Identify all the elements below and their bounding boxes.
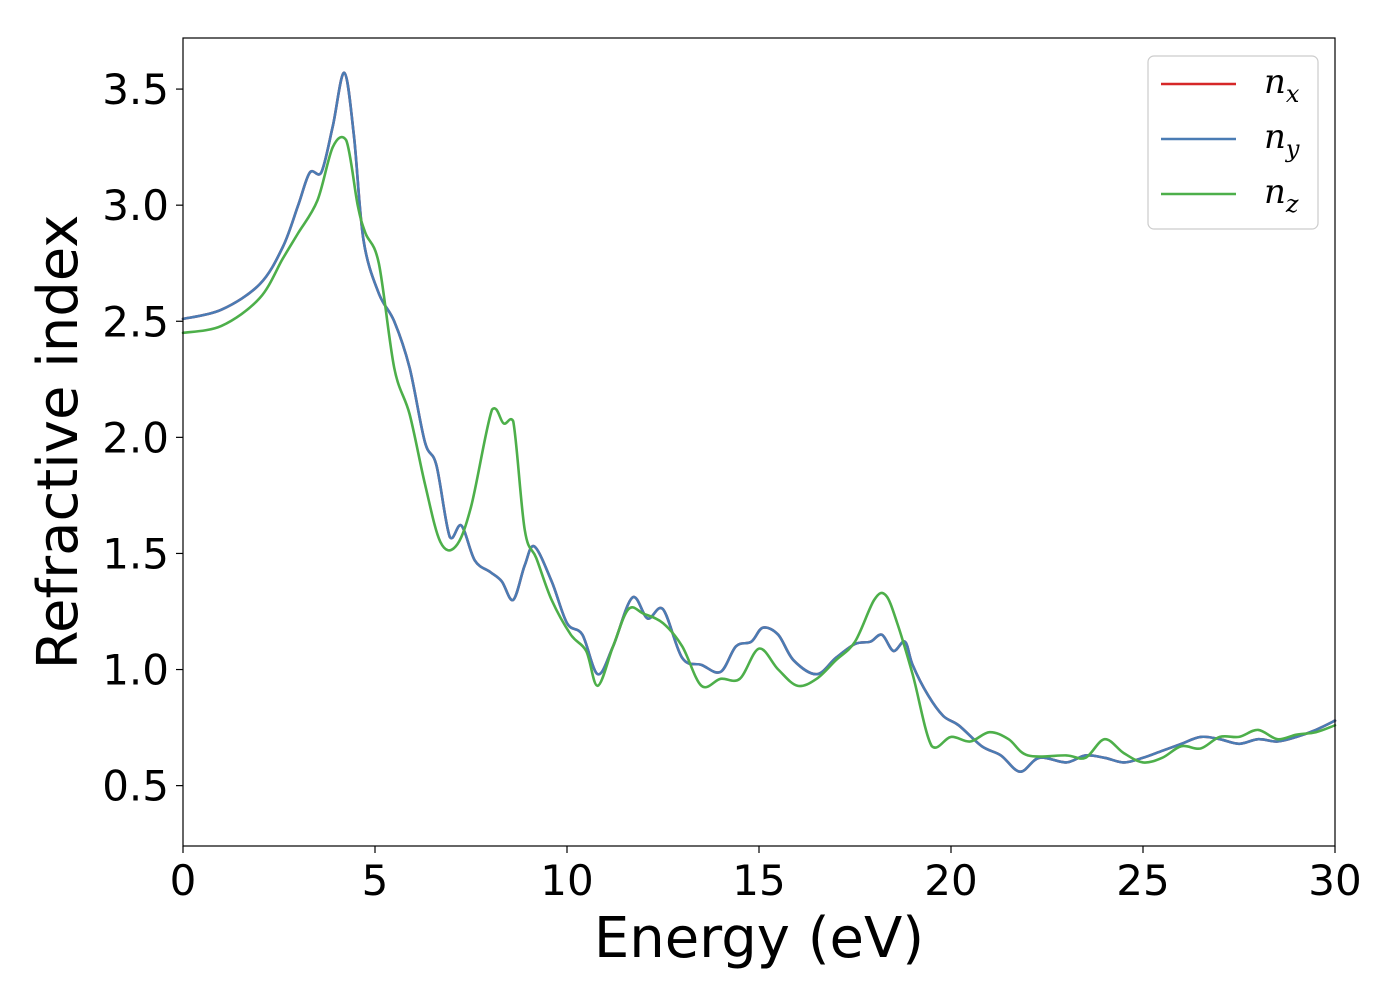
x-tick-label: 10	[540, 856, 593, 905]
y-tick-label: 2.5	[102, 297, 169, 346]
x-tick-label: 0	[170, 856, 197, 905]
y-tick-label: 2.0	[102, 413, 169, 462]
legend: nx ny nz	[1147, 55, 1319, 230]
y-tick-label: 1.5	[102, 529, 169, 578]
legend-box	[1147, 55, 1319, 230]
legend-label-x: nx	[1264, 62, 1300, 108]
x-axis-title: Energy (eV)	[594, 906, 924, 971]
y-axis: 0.5 1.0 1.5 2.0 2.5 3.0 3.5	[102, 65, 183, 811]
legend-label-z: nz	[1264, 172, 1299, 218]
x-axis: 0 5 10 15 20 25 30	[170, 846, 1362, 905]
x-tick-label: 5	[362, 856, 389, 905]
series-line-z	[181, 135, 1337, 764]
x-tick-label: 25	[1116, 856, 1169, 905]
x-tick-label: 20	[924, 856, 977, 905]
x-tick-label: 15	[732, 856, 785, 905]
y-axis-title: Refractive index	[26, 215, 91, 670]
y-tick-label: 1.0	[102, 646, 169, 695]
series-line-y	[181, 71, 1337, 773]
y-tick-label: 3.0	[102, 181, 169, 230]
y-tick-label: 3.5	[102, 65, 169, 114]
series-layer	[181, 71, 1337, 773]
legend-label-y: ny	[1264, 117, 1300, 163]
y-tick-label: 0.5	[102, 762, 169, 811]
x-tick-label: 30	[1308, 856, 1361, 905]
